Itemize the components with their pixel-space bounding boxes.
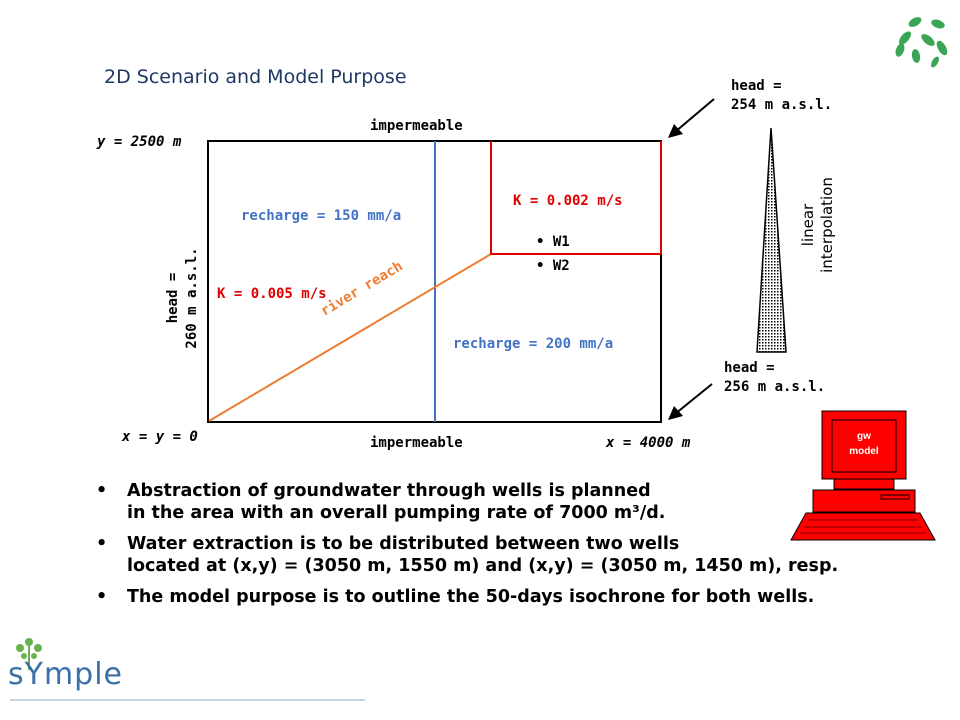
k-zone-label: K = 0.002 m/s [513, 193, 623, 209]
origin-label: x = y = 0 [122, 429, 198, 445]
arrow-bottom-icon [668, 383, 713, 420]
river-line [208, 253, 492, 422]
computer-icon [790, 410, 936, 541]
computer-label: gw model [849, 431, 879, 457]
logo-tree-icon [16, 638, 42, 670]
well-w2: • W2 [536, 258, 570, 274]
bullet-item: • Abstraction of groundwater through wel… [96, 481, 666, 523]
symple-logo: sYmple [8, 657, 124, 692]
interpolation-triangle [756, 127, 787, 353]
leaf-icon [895, 17, 948, 68]
x-max-label: x = 4000 m [606, 435, 691, 451]
recharge-right-label: recharge = 200 mm/a [453, 336, 614, 352]
bullet-item: • Water extraction is to be distributed … [96, 534, 839, 576]
k-main-label: K = 0.005 m/s [217, 286, 327, 302]
top-right-head-label: head = 254 m a.s.l. [731, 78, 833, 113]
well-w1: • W1 [536, 234, 570, 250]
page-title: 2D Scenario and Model Purpose [104, 66, 407, 88]
bottom-right-head-label: head = 256 m a.s.l. [724, 360, 826, 395]
y-max-label: y = 2500 m [97, 134, 182, 150]
k-zone-boundary [490, 141, 661, 255]
arrow-top-icon [668, 98, 715, 138]
bullet-list: • Abstraction of groundwater through wel… [96, 480, 838, 617]
left-head-label: head = 260 m a.s.l. [165, 247, 200, 349]
bullet-item: • The model purpose is to outline the 50… [96, 587, 815, 607]
top-boundary-label: impermeable [370, 118, 463, 134]
interpolation-label: linear interpolation [799, 177, 836, 273]
bottom-boundary-label: impermeable [370, 435, 463, 451]
recharge-left-label: recharge = 150 mm/a [241, 208, 402, 224]
